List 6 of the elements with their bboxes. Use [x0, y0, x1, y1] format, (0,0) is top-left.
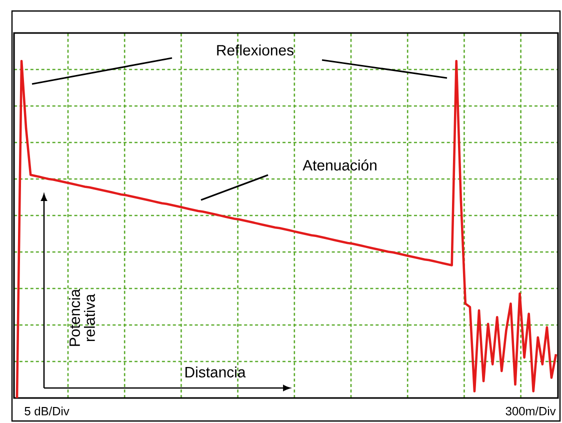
text: 300m/Div — [506, 406, 556, 416]
text: Reflexiones — [217, 44, 294, 56]
annotation: Distancia — [185, 366, 246, 378]
annotation: Atenuación — [302, 159, 376, 171]
annotation: Potencia relativa — [69, 288, 95, 346]
text: 5 dB/Div — [24, 406, 70, 416]
